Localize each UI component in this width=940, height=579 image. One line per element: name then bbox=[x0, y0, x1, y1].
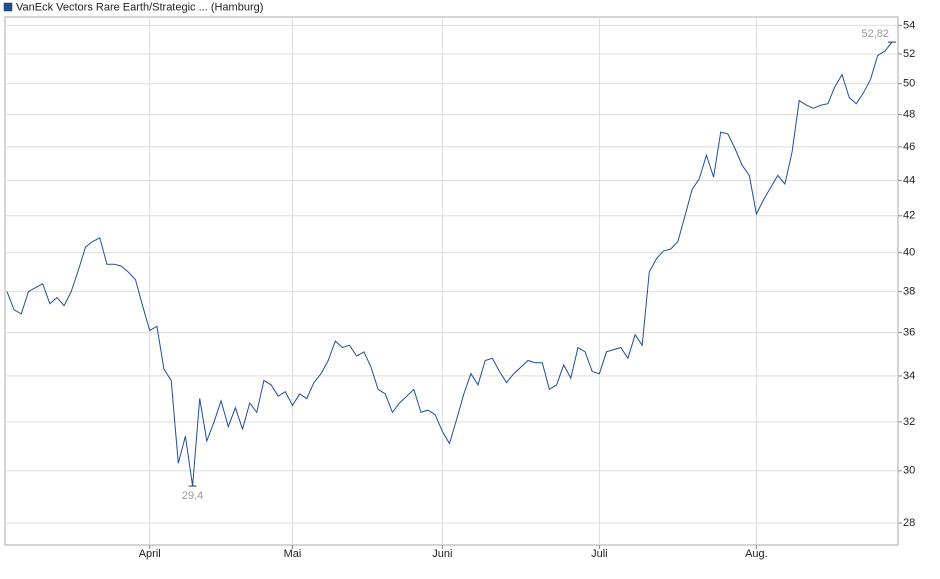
y-tick-label: 50 bbox=[903, 78, 915, 90]
x-tick-label: April bbox=[139, 548, 161, 560]
legend-label: VanEck Vectors Rare Earth/Strategic ... … bbox=[16, 1, 263, 13]
y-tick-label: 44 bbox=[903, 174, 915, 186]
y-tick-label: 46 bbox=[903, 141, 915, 153]
y-tick-label: 38 bbox=[903, 286, 915, 298]
y-tick-label: 54 bbox=[903, 19, 915, 31]
y-tick-label: 48 bbox=[903, 109, 915, 121]
y-tick-label: 52 bbox=[903, 48, 915, 60]
y-tick-label: 40 bbox=[903, 247, 915, 259]
data-line bbox=[6, 41, 893, 487]
y-tick-label: 32 bbox=[903, 416, 915, 428]
y-tick-label: 34 bbox=[903, 370, 915, 382]
legend-swatch bbox=[3, 2, 13, 12]
y-tick-label: 36 bbox=[903, 327, 915, 339]
y-tick-label: 28 bbox=[903, 517, 915, 529]
y-tick-label: 42 bbox=[903, 210, 915, 222]
plot-frame bbox=[4, 16, 899, 546]
y-tick-label: 30 bbox=[903, 465, 915, 477]
x-tick-label: Juni bbox=[432, 548, 452, 560]
value-label: 29,4 bbox=[182, 490, 203, 502]
value-label: 52,82 bbox=[861, 28, 889, 40]
x-tick-label: Juli bbox=[591, 548, 608, 560]
x-tick-label: Aug. bbox=[745, 548, 768, 560]
x-tick-label: Mai bbox=[284, 548, 302, 560]
